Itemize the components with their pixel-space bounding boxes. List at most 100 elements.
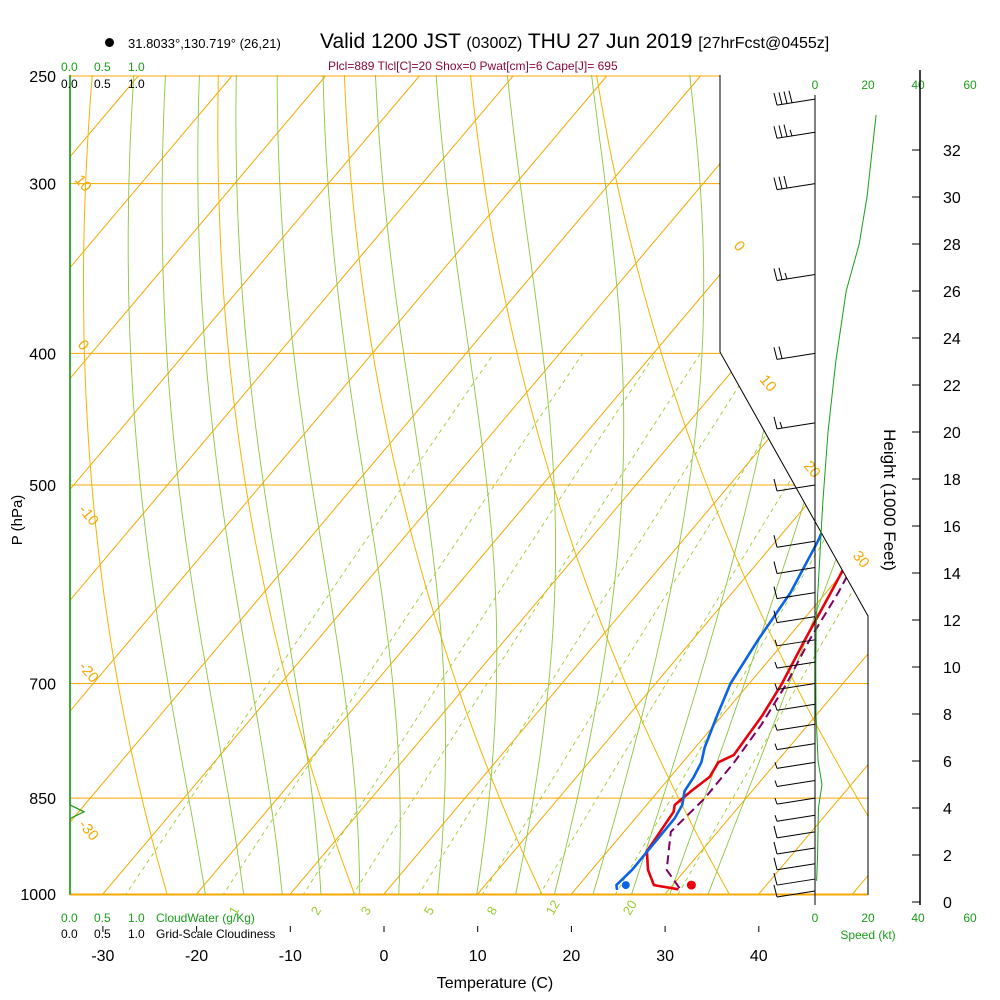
- wind-barb-flag: [773, 347, 778, 360]
- wind-barb-flag: [773, 857, 778, 870]
- wind-barb: [773, 535, 816, 548]
- wind-barb-half-flag: [774, 683, 778, 690]
- pressure-tick-label: 250: [29, 69, 56, 86]
- wind-barb-flag: [778, 92, 783, 105]
- wind-barb-staff: [776, 274, 816, 282]
- wind-barb: [773, 561, 816, 574]
- mixing-ratio-line: [661, 353, 868, 895]
- wind-barb: [774, 743, 816, 751]
- wind-barb: [774, 814, 816, 822]
- cloudiness-scale-bottom: 1.0: [128, 927, 145, 941]
- cloudwater-scale-top: 1.0: [128, 60, 145, 74]
- wind-barb: [773, 610, 816, 624]
- wind-barb-flag: [778, 346, 783, 359]
- cloudiness-scale-bottom: 0.5: [94, 927, 111, 941]
- isotherm--60: [70, 75, 514, 895]
- height-axis-label: Height (1000 Feet): [880, 429, 899, 571]
- wind-speed-profile: [815, 114, 877, 881]
- isotherm--70: [70, 75, 420, 895]
- wind-barb-half-flag: [774, 743, 778, 750]
- wind-barb-flag: [773, 126, 778, 139]
- wind-barb-staff: [776, 878, 816, 886]
- moist-adiabat: [546, 75, 625, 895]
- isotherm-50: [852, 75, 868, 895]
- height-tick-label: 2: [943, 848, 952, 865]
- wind-barb: [773, 478, 816, 492]
- wind-barb-staff: [776, 847, 816, 855]
- wind-barb: [773, 884, 816, 898]
- height-tick-label: 30: [943, 190, 961, 207]
- wind-barb: [774, 683, 816, 691]
- wind-barb: [774, 639, 816, 647]
- wind-barb: [773, 416, 816, 430]
- wind-barb-flag: [783, 175, 788, 189]
- moist-adiabat: [127, 75, 211, 895]
- x-axis-label: Temperature (C): [437, 975, 553, 992]
- isotherm--40: [70, 75, 701, 895]
- height-tick-label: 32: [943, 143, 961, 160]
- wind-barb-flag: [778, 176, 783, 189]
- cloudiness-scale-top: 0.5: [94, 77, 111, 91]
- height-tick-label: 26: [943, 284, 961, 301]
- wind-barb-half-flag: [774, 762, 778, 769]
- series-temperature: [645, 98, 868, 891]
- temperature-tick-label: -30: [91, 948, 114, 965]
- wind-barb-flag: [773, 535, 778, 548]
- isotherm--80: [70, 75, 326, 895]
- wind-barb-flag: [773, 825, 778, 838]
- mixing-ratio-label: 12: [543, 897, 563, 917]
- wind-barb-flag: [778, 125, 783, 138]
- pressure-tick-label: 700: [29, 677, 56, 694]
- wind-barb-flag: [773, 610, 778, 623]
- isotherm-label: 10: [71, 172, 95, 196]
- pressure-tick-label: 850: [29, 791, 56, 808]
- wind-barb-flag: [783, 124, 788, 137]
- wind-barb-half-flag: [774, 797, 778, 805]
- wind-barb: [773, 124, 816, 139]
- temperature-tick-label: 10: [469, 948, 487, 965]
- wind-barb: [774, 797, 816, 805]
- speed-tick-top: 40: [911, 78, 925, 92]
- pressure-tick-label: 400: [29, 346, 56, 363]
- wind-barb-flag: [788, 90, 793, 103]
- wind-barb-half-flag: [774, 724, 778, 731]
- profiles: [615, 87, 868, 891]
- wind-barb-staff: [776, 890, 816, 898]
- height-tick-label: 8: [943, 707, 952, 724]
- wind-barb-staff: [776, 422, 816, 430]
- wind-barb-staff: [776, 484, 816, 492]
- wind-barb-staff: [776, 639, 816, 647]
- cloudiness-scale-top: 1.0: [128, 77, 145, 91]
- mixing-ratio-label: 3: [358, 904, 375, 918]
- mixing-ratio-line: [522, 353, 868, 895]
- moist-adiabat: [276, 75, 361, 895]
- isotherm--90: [70, 75, 233, 895]
- cloudwater-scale-bottom: 1.0: [128, 911, 145, 925]
- valid-date: THU 27 Jun 2019: [527, 30, 693, 53]
- isotherm--50: [70, 75, 608, 895]
- surface-temperature-dot: [686, 880, 696, 890]
- speed-axis-label: Speed (kt): [840, 928, 895, 942]
- height-tick-label: 22: [943, 378, 961, 395]
- wind-barb-staff: [776, 540, 816, 548]
- wind-barb: [774, 761, 816, 769]
- speed-tick-top: 0: [812, 78, 819, 92]
- moist-adiabat: [504, 75, 556, 895]
- speed-tick-top: 60: [963, 78, 977, 92]
- pressure-tick-label: 1000: [20, 887, 56, 904]
- height-tick-label: 14: [943, 566, 961, 583]
- wind-barb-flag: [773, 841, 778, 855]
- y-axis-label: P (hPa): [9, 495, 26, 546]
- height-tick-label: 10: [943, 660, 961, 677]
- wind-barb-staff: [776, 797, 816, 805]
- isotherm-label: -10: [75, 502, 102, 530]
- wind-barb-staff: [776, 723, 816, 731]
- wind-barb-half-flag: [774, 704, 778, 711]
- isotherm-label: 0: [74, 337, 92, 354]
- cloudwater-scale-top: 0.5: [94, 60, 111, 74]
- mixing-ratio-label: 8: [484, 904, 501, 918]
- wind-barb: [773, 586, 816, 600]
- series-parcel: [665, 98, 868, 889]
- isotherm-0: [383, 75, 868, 895]
